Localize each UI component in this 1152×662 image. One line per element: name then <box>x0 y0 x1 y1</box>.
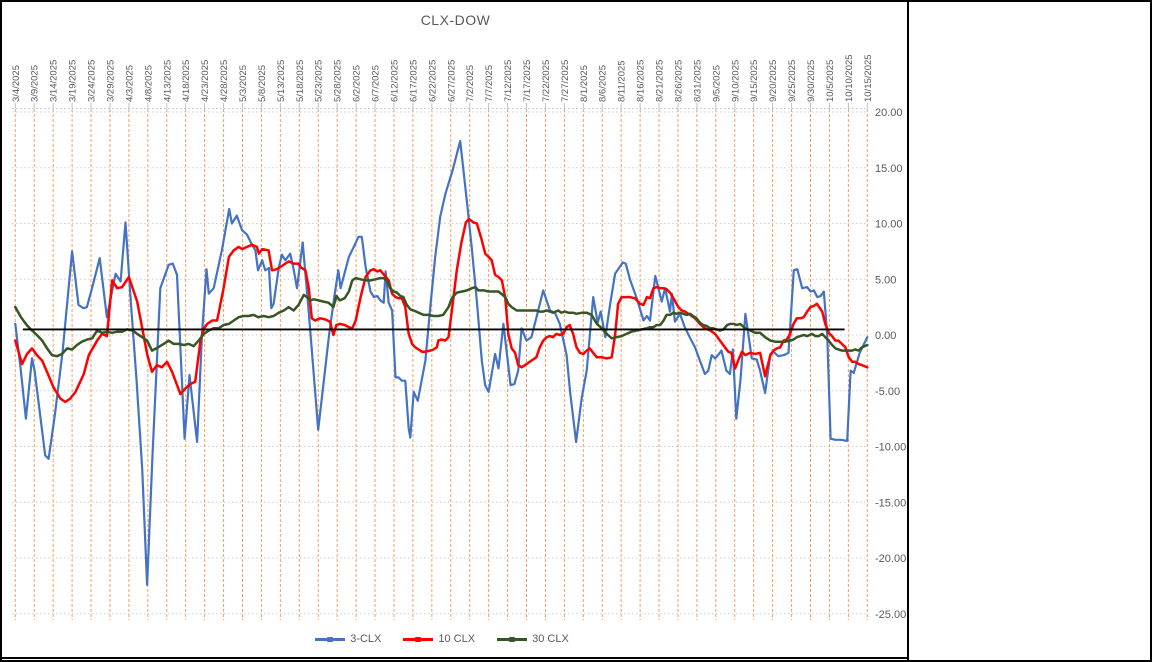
vertical-gridlines <box>14 109 868 620</box>
legend-item-3clx[interactable]: 3-CLX <box>315 633 381 645</box>
x-axis-tick-label: 9/20/2025 <box>768 60 779 102</box>
x-axis-tick-label: 9/10/2025 <box>730 60 741 102</box>
y-axis-tick-label: -25.00 <box>875 609 906 621</box>
x-axis-tick-label: 9/15/2025 <box>749 60 760 102</box>
series-line-3-clx <box>14 139 869 586</box>
series-line-30-clx <box>14 276 869 358</box>
x-axis-tick-label: 8/6/2025 <box>598 65 609 102</box>
y-axis-tick-label: 0.00 <box>875 330 896 342</box>
x-axis-tick-label: 8/26/2025 <box>673 60 684 102</box>
x-axis-tick-label: 8/16/2025 <box>636 60 647 102</box>
x-axis-tick-label: 7/27/2025 <box>560 60 571 102</box>
x-axis-tick-label: 3/4/2025 <box>11 65 22 102</box>
x-axis-tick-label: 6/27/2025 <box>446 60 457 102</box>
y-axis-labels: 20.00 15.00 10.00 5.00 0.00 -5.00 -10.00 -15.00… <box>875 107 906 621</box>
x-axis-tick-label: 3/9/2025 <box>30 65 41 102</box>
x-axis-tick-label: 8/1/2025 <box>579 65 590 102</box>
x-axis-tick-label: 4/18/2025 <box>181 60 192 102</box>
x-axis-tick-label: 5/8/2025 <box>257 65 268 102</box>
x-axis-tick-label: 9/25/2025 <box>787 60 798 102</box>
x-axis-tick-label: 10/15/2025 <box>863 54 874 102</box>
x-axis-tick-label: 4/8/2025 <box>143 65 154 102</box>
x-axis-tick-label: 7/12/2025 <box>503 60 514 102</box>
chart-legend: 3-CLX 10 CLX 30 CLX <box>2 633 882 645</box>
x-axis-tick-label: 10/5/2025 <box>825 60 836 102</box>
chart-object[interactable]: 3/4/2025 3/9/2025 3/14/2025 3/19/2025 3/24/2… <box>2 2 909 659</box>
series-line-10-clx <box>14 217 869 404</box>
x-axis-tick-label: 9/5/2025 <box>711 65 722 102</box>
y-axis-tick-label: -10.00 <box>875 442 906 454</box>
x-axis-ticks <box>14 103 868 109</box>
chart-title: CLX-DOW <box>420 12 491 28</box>
y-axis-tick-label: -20.00 <box>875 553 906 565</box>
legend-line-swatch-blue <box>315 636 346 642</box>
legend-item-30clx[interactable]: 30 CLX <box>497 633 569 645</box>
x-axis-tick-label: 5/13/2025 <box>276 60 287 102</box>
legend-label: 3-CLX <box>350 633 382 645</box>
x-axis-tick-label: 5/3/2025 <box>238 65 249 102</box>
x-axis-tick-label: 8/21/2025 <box>655 60 666 102</box>
x-axis-tick-label: 8/31/2025 <box>692 60 703 102</box>
x-axis-tick-label: 6/12/2025 <box>389 60 400 102</box>
x-axis-tick-label: 5/23/2025 <box>314 60 325 102</box>
y-axis-tick-label: 5.00 <box>875 274 896 286</box>
x-axis-tick-label: 6/22/2025 <box>427 60 438 102</box>
y-axis-tick-label: 10.00 <box>875 219 903 231</box>
x-axis-tick-label: 8/11/2025 <box>617 60 628 102</box>
x-axis-labels: 3/4/2025 3/9/2025 3/14/2025 3/19/2025 3/24/2… <box>11 54 874 102</box>
y-axis-tick-label: -15.00 <box>875 497 906 509</box>
y-axis-tick-label: 15.00 <box>875 163 903 175</box>
x-axis-tick-label: 6/2/2025 <box>352 65 363 102</box>
chart-plot-area: 3/4/2025 3/9/2025 3/14/2025 3/19/2025 3/24/2… <box>11 54 906 621</box>
legend-line-swatch-red <box>403 636 434 642</box>
horizontal-gridlines <box>12 111 868 615</box>
y-axis-tick-label: 20.00 <box>875 107 903 119</box>
x-axis-tick-label: 7/22/2025 <box>541 60 552 102</box>
x-axis-tick-label: 7/2/2025 <box>465 65 476 102</box>
x-axis-tick-label: 3/14/2025 <box>49 60 60 102</box>
x-axis-tick-label: 6/17/2025 <box>408 60 419 102</box>
cell-border-vertical <box>907 2 909 660</box>
x-axis-tick-label: 9/30/2025 <box>806 60 817 102</box>
legend-line-swatch-green <box>497 636 528 642</box>
x-axis-tick-label: 6/7/2025 <box>371 65 382 102</box>
legend-item-10clx[interactable]: 10 CLX <box>403 633 475 645</box>
x-axis-tick-label: 7/7/2025 <box>484 65 495 102</box>
y-axis-tick-label: -5.00 <box>875 386 900 398</box>
legend-label: 30 CLX <box>532 633 569 645</box>
x-axis-tick-label: 4/23/2025 <box>200 60 211 102</box>
x-axis-tick-label: 3/19/2025 <box>68 60 79 102</box>
x-axis-tick-label: 7/17/2025 <box>522 60 533 102</box>
x-axis-tick-label: 3/29/2025 <box>105 60 116 102</box>
x-axis-tick-label: 4/13/2025 <box>162 60 173 102</box>
x-axis-tick-label: 5/18/2025 <box>295 60 306 102</box>
x-axis-tick-label: 5/28/2025 <box>333 60 344 102</box>
x-axis-tick-label: 3/24/2025 <box>87 60 98 102</box>
x-axis-tick-label: 10/10/2025 <box>844 54 855 102</box>
x-axis-tick-label: 4/28/2025 <box>219 60 230 102</box>
legend-label: 10 CLX <box>438 633 476 645</box>
x-axis-tick-label: 4/3/2025 <box>124 65 135 102</box>
